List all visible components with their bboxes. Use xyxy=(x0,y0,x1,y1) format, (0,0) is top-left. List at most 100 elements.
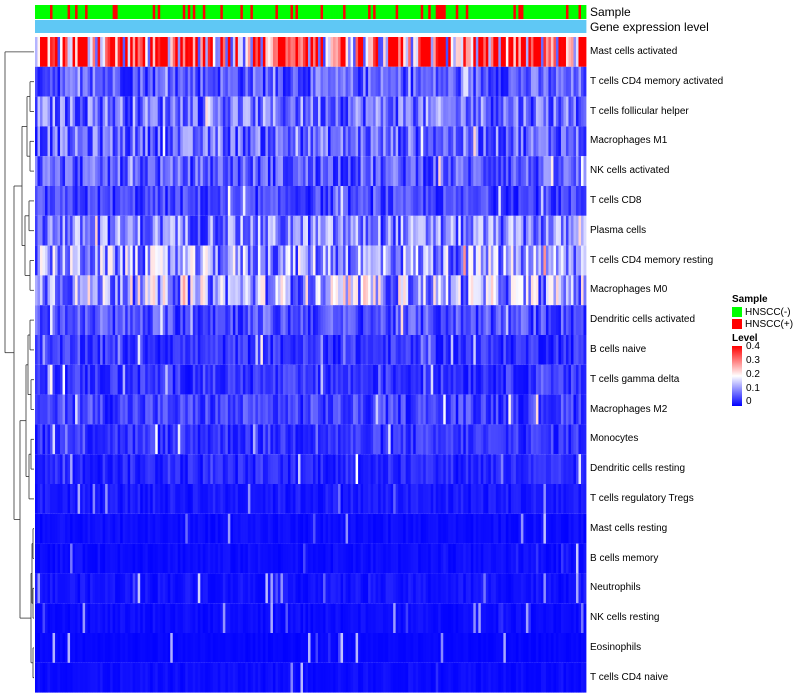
heatmap-cell xyxy=(285,215,289,246)
heatmap-cell xyxy=(220,305,224,335)
heatmap-cell xyxy=(458,156,462,186)
heatmap-cell xyxy=(262,394,266,425)
heatmap-cell xyxy=(578,156,582,186)
heatmap-cell xyxy=(287,186,291,216)
heatmap-cell xyxy=(570,543,574,574)
heatmap-cell xyxy=(107,454,111,484)
heatmap-cell xyxy=(192,245,196,276)
heatmap-cell xyxy=(468,573,472,604)
heatmap-cell xyxy=(473,156,477,186)
heatmap-cell xyxy=(90,305,94,335)
heatmap-cell xyxy=(295,215,299,246)
heatmap-cell xyxy=(350,513,354,544)
sample-cell xyxy=(62,5,66,19)
heatmap-cell xyxy=(57,484,61,514)
heatmap-cell xyxy=(80,364,83,395)
heatmap-cell xyxy=(418,215,422,246)
heatmap-cell xyxy=(117,96,121,127)
heatmap-cell xyxy=(185,186,189,216)
heatmap-cell xyxy=(200,454,204,484)
heatmap-cell xyxy=(165,543,169,574)
heatmap-cell xyxy=(313,633,316,663)
heatmap-cell xyxy=(157,245,161,276)
heatmap-cell xyxy=(137,603,141,633)
heatmap-cell xyxy=(425,394,429,425)
heatmap-cell xyxy=(320,454,324,484)
heatmap-cell xyxy=(333,573,336,604)
heatmap-cell xyxy=(115,186,119,216)
heatmap-cell xyxy=(87,66,91,97)
heatmap-cell xyxy=(513,484,517,514)
heatmap-cell xyxy=(237,186,241,216)
heatmap-cell xyxy=(355,394,359,425)
heatmap-cell xyxy=(435,156,439,186)
heatmap-cell xyxy=(55,513,58,544)
heatmap-cell xyxy=(375,573,379,604)
heatmap-cell xyxy=(528,305,532,335)
heatmap-cell xyxy=(270,543,274,574)
heatmap-cell xyxy=(318,245,321,276)
heatmap-cell xyxy=(513,335,517,365)
heatmap-cell xyxy=(563,156,567,186)
heatmap-cell xyxy=(435,513,439,544)
heatmap-cell xyxy=(42,543,46,574)
heatmap-cell xyxy=(160,513,164,544)
heatmap-cell xyxy=(568,335,572,365)
heatmap-cell xyxy=(430,364,434,395)
heatmap-cell xyxy=(403,335,407,365)
sample-cell xyxy=(125,5,129,19)
heatmap-cell xyxy=(195,424,199,455)
heatmap-cell xyxy=(570,156,574,186)
heatmap-cell xyxy=(290,96,294,127)
heatmap-cell xyxy=(543,96,547,127)
heatmap-cell xyxy=(215,37,219,67)
heatmap-cell xyxy=(520,126,524,157)
heatmap-cell xyxy=(333,335,336,365)
heatmap-cell xyxy=(37,633,41,663)
heatmap-cell xyxy=(295,394,299,425)
heatmap-cell xyxy=(87,543,91,574)
heatmap-cell xyxy=(328,215,331,246)
heatmap-cell xyxy=(257,603,261,633)
heatmap-cell xyxy=(37,66,41,97)
heatmap-cell xyxy=(365,394,369,425)
heatmap-cell xyxy=(360,364,364,395)
heatmap-cell xyxy=(110,305,114,335)
heatmap-cell xyxy=(438,66,442,97)
heatmap-cell xyxy=(40,186,43,216)
heatmap-cell xyxy=(62,454,66,484)
heatmap-cell xyxy=(75,335,78,365)
sample-cell xyxy=(325,5,329,19)
sample-cell xyxy=(315,5,319,19)
heatmap-cell xyxy=(280,186,284,216)
heatmap-cell xyxy=(583,126,587,157)
heatmap-cell xyxy=(530,156,534,186)
heatmap-cell xyxy=(395,335,399,365)
heatmap-cell xyxy=(222,424,226,455)
heatmap-cell xyxy=(47,126,51,157)
heatmap-cell xyxy=(140,305,144,335)
heatmap-cell xyxy=(465,454,469,484)
heatmap-cell xyxy=(385,573,389,604)
heatmap-cell xyxy=(520,513,524,544)
heatmap-cell xyxy=(42,662,46,693)
heatmap-cell xyxy=(375,394,379,425)
heatmap-cell xyxy=(230,66,234,97)
heatmap-cell xyxy=(285,96,289,127)
heatmap-cell xyxy=(235,662,239,693)
heatmap-cell xyxy=(523,245,527,276)
heatmap-cell xyxy=(560,513,564,544)
heatmap-cell xyxy=(475,454,479,484)
heatmap-cell xyxy=(570,513,574,544)
heatmap-cell xyxy=(523,156,527,186)
heatmap-cell xyxy=(212,454,216,484)
heatmap-cell xyxy=(37,96,41,127)
heatmap-cell xyxy=(130,37,134,67)
heatmap-cell xyxy=(282,484,286,514)
heatmap-cell xyxy=(42,394,46,425)
heatmap-cell xyxy=(162,37,166,67)
heatmap-cell xyxy=(147,245,151,276)
heatmap-cell xyxy=(513,394,517,425)
heatmap-cell xyxy=(540,186,544,216)
heatmap-cell xyxy=(260,335,264,365)
